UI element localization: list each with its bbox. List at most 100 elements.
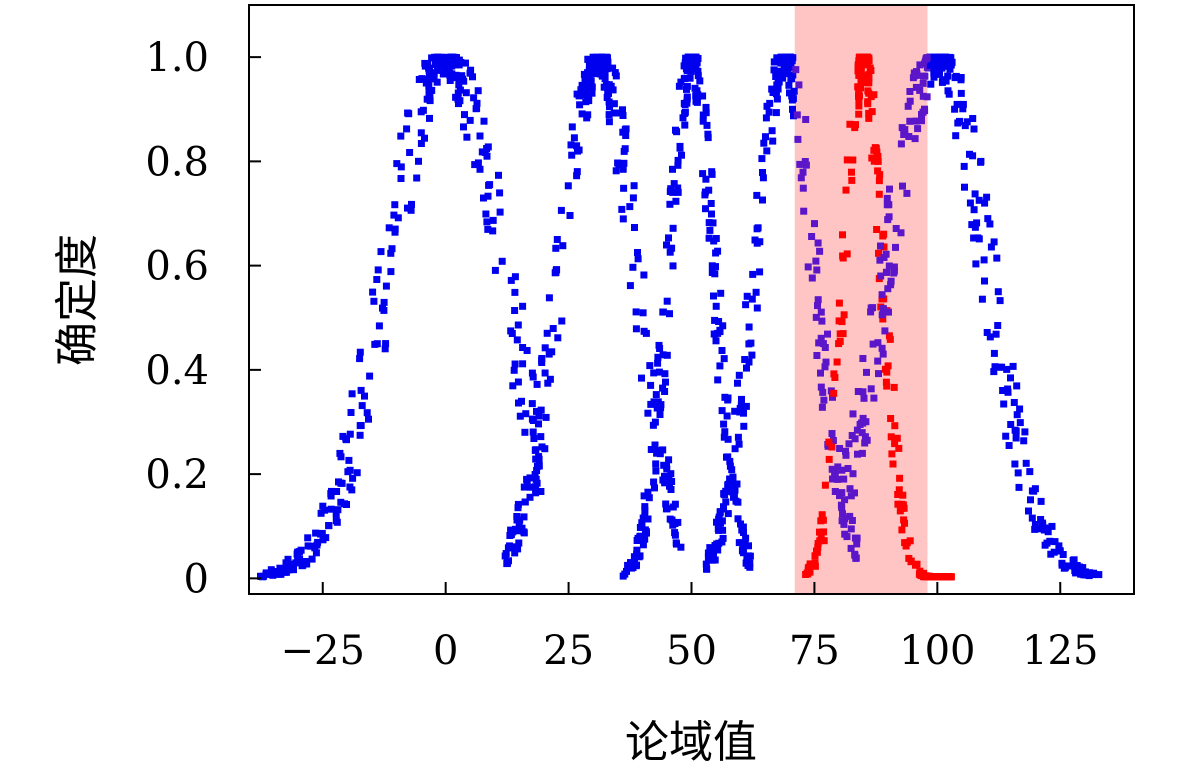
- scatter-point: [387, 249, 395, 257]
- y-tick-label: 0.6: [145, 244, 209, 290]
- scatter-point: [559, 242, 567, 250]
- scatter-point: [712, 302, 720, 310]
- scatter-point: [843, 250, 851, 258]
- scatter-point: [520, 513, 528, 521]
- scatter-point: [345, 456, 353, 464]
- scatter-point: [426, 91, 434, 99]
- scatter-point: [520, 528, 528, 536]
- scatter-point: [631, 224, 638, 231]
- scatter-point: [992, 330, 1000, 338]
- scatter-point: [612, 167, 620, 175]
- scatter-point: [632, 308, 640, 316]
- scatter-point: [514, 378, 522, 386]
- scatter-point: [696, 77, 704, 85]
- scatter-point: [585, 89, 593, 97]
- scatter-point: [554, 334, 562, 342]
- scatter-point: [532, 455, 540, 463]
- scatter-point: [489, 216, 497, 224]
- scatter-point: [706, 226, 714, 234]
- scatter-point: [568, 151, 576, 159]
- scatter-point: [848, 517, 856, 524]
- scatter-point: [570, 134, 578, 142]
- scatter-point: [846, 120, 854, 128]
- scatter-point: [289, 566, 297, 574]
- scatter-point: [573, 142, 581, 150]
- scatter-point: [867, 93, 875, 101]
- scatter-point: [759, 169, 766, 176]
- scatter-point: [1012, 427, 1020, 435]
- scatter-point: [541, 344, 549, 352]
- scatter-point: [806, 568, 814, 576]
- scatter-point: [717, 289, 725, 297]
- scatter-point: [702, 175, 710, 183]
- scatter-point: [415, 157, 422, 165]
- scatter-point: [751, 236, 759, 244]
- scatter-point: [714, 546, 722, 554]
- scatter-point: [603, 94, 611, 101]
- scatter-point: [719, 534, 727, 542]
- scatter-point: [828, 465, 836, 473]
- scatter-point: [738, 547, 746, 555]
- scatter-point: [814, 239, 822, 247]
- scatter-point: [604, 64, 612, 72]
- x-tick-label: 75: [789, 628, 840, 674]
- scatter-point: [943, 61, 951, 69]
- scatter-point: [865, 75, 873, 83]
- scatter-point: [831, 488, 839, 495]
- scatter-point: [427, 75, 435, 83]
- scatter-point: [825, 438, 833, 446]
- scatter-point: [836, 445, 844, 452]
- scatter-point: [851, 124, 859, 132]
- scatter-point: [585, 61, 593, 69]
- scatter-point: [912, 117, 920, 125]
- scatter-point: [946, 65, 954, 73]
- scatter-point: [526, 474, 534, 482]
- scatter-point: [713, 518, 720, 526]
- scatter-point: [258, 572, 265, 580]
- scatter-point: [358, 402, 366, 410]
- scatter-point: [426, 114, 433, 122]
- scatter-point: [883, 382, 891, 390]
- scatter-point: [699, 117, 707, 125]
- scatter-point: [369, 288, 377, 296]
- scatter-point: [454, 95, 462, 103]
- scatter-point: [960, 162, 968, 170]
- scatter-point: [348, 390, 356, 398]
- scatter-point: [719, 526, 727, 534]
- scatter-point: [473, 99, 481, 107]
- scatter-point: [704, 549, 712, 557]
- scatter-point: [906, 117, 914, 125]
- scatter-point: [663, 351, 671, 359]
- scatter-point: [942, 53, 949, 61]
- scatter-point: [847, 544, 855, 552]
- scatter-point: [1048, 522, 1056, 530]
- scatter-point: [794, 135, 802, 143]
- scatter-point: [983, 193, 991, 201]
- scatter-point: [693, 59, 701, 67]
- scatter-point: [545, 294, 553, 302]
- scatter-point: [655, 341, 663, 349]
- scatter-point: [634, 255, 642, 263]
- scatter-point: [462, 89, 470, 97]
- scatter-point: [336, 449, 344, 457]
- scatter-point: [581, 75, 589, 83]
- scatter-point: [1095, 571, 1103, 579]
- scatter-point: [498, 257, 506, 265]
- scatter-point: [911, 135, 919, 143]
- scatter-point: [743, 554, 751, 562]
- scatter-point: [675, 82, 683, 90]
- scatter-point: [816, 528, 823, 536]
- scatter-point: [854, 450, 861, 458]
- scatter-point: [421, 134, 428, 142]
- scatter-point: [662, 500, 670, 508]
- scatter-point: [808, 233, 816, 240]
- scatter-point: [647, 400, 655, 408]
- scatter-point: [907, 557, 915, 565]
- scatter-point: [347, 409, 355, 416]
- scatter-point: [491, 266, 499, 274]
- scatter-point: [753, 191, 761, 199]
- scatter-point: [790, 87, 798, 95]
- scatter-point: [348, 486, 356, 494]
- scatter-point: [683, 82, 691, 90]
